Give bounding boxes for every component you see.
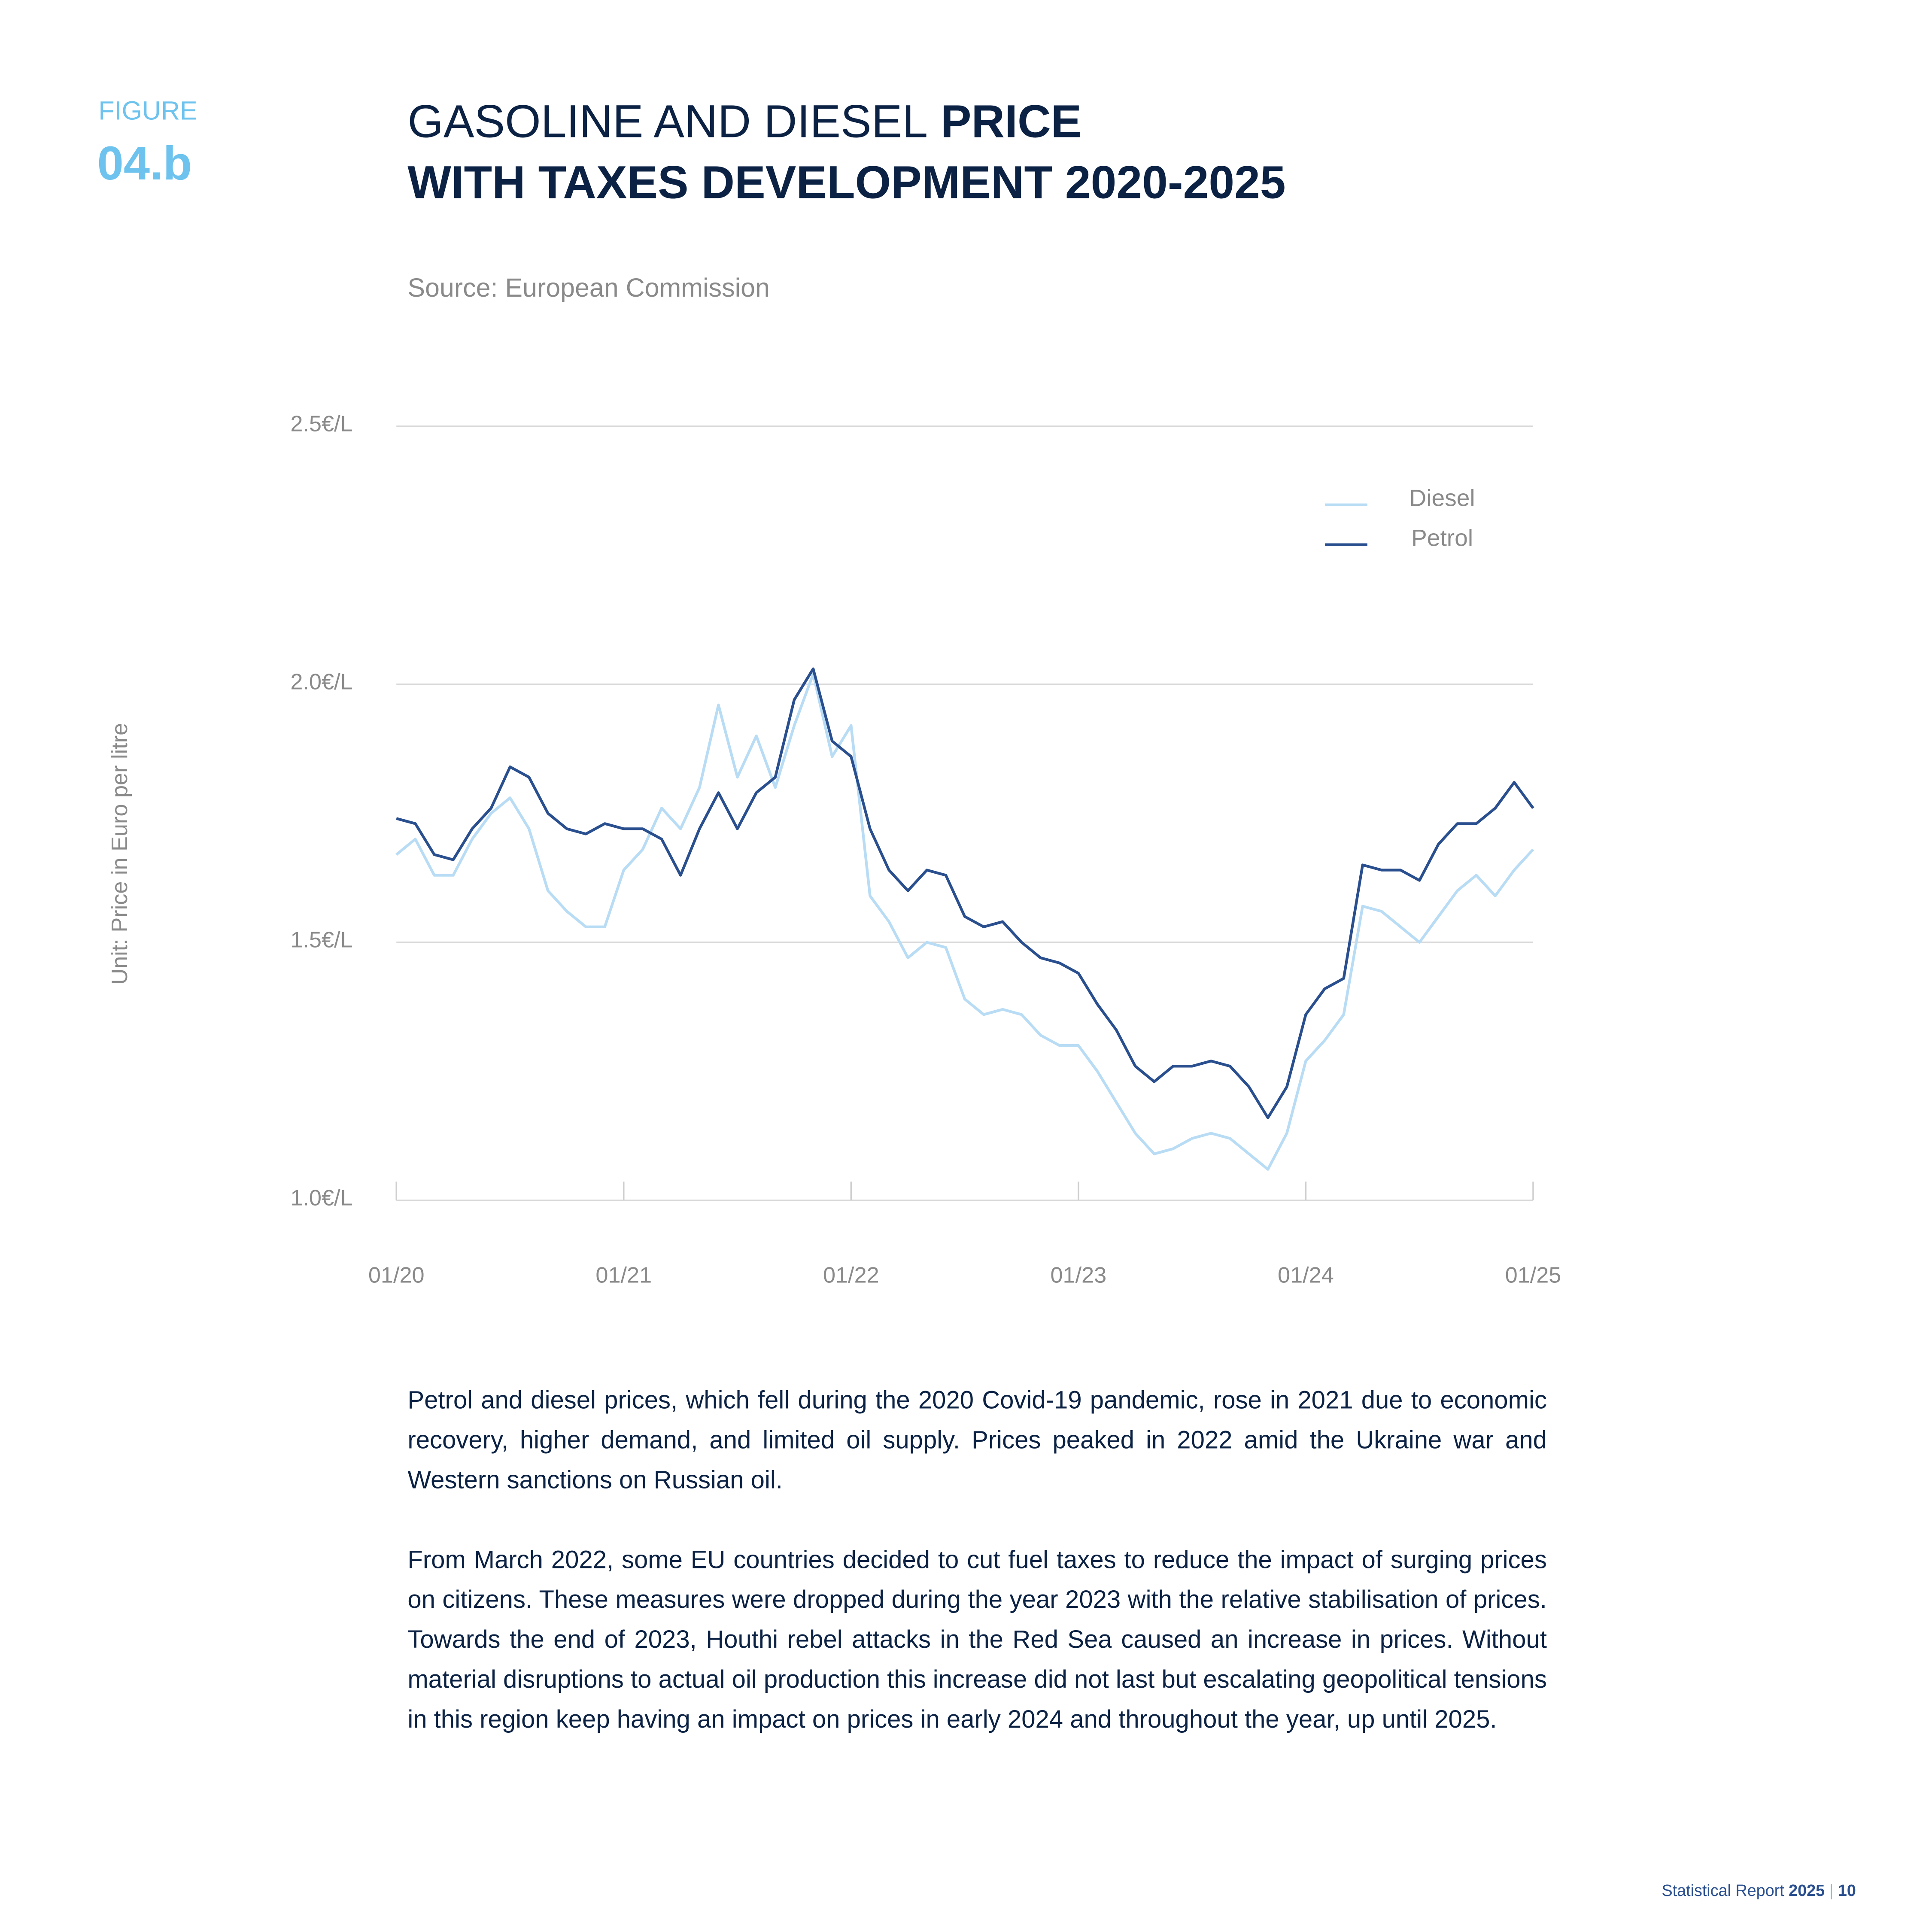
y-tick-label: 2.5€/L (290, 412, 352, 437)
y-axis-label: Unit: Price in Euro per litre (107, 723, 132, 985)
footer-separator: | (1829, 1881, 1834, 1899)
x-tick-label: 01/21 (595, 1263, 652, 1288)
x-tick-label: 01/24 (1278, 1263, 1334, 1288)
source: Source: European Commission (407, 273, 770, 302)
paragraph: Petrol and diesel prices, which fell dur… (407, 1387, 1547, 1495)
paragraph: From March 2022, some EU countries decid… (407, 1546, 1547, 1734)
title-line-2: WITH TAXES DEVELOPMENT 2020-2025 (407, 157, 1285, 208)
y-tick-label: 1.5€/L (290, 927, 352, 952)
y-tick-label: 1.0€/L (290, 1185, 352, 1210)
figure-label: FIGURE (98, 96, 197, 125)
footer-year: 2025 (1789, 1881, 1825, 1899)
title-light: GASOLINE AND DIESEL (407, 95, 928, 147)
legend-label: Diesel (1409, 485, 1475, 511)
title: GASOLINE AND DIESEL PRICE (407, 95, 1081, 147)
x-tick-label: 01/20 (368, 1263, 425, 1288)
series-line (395, 672, 1534, 1171)
figure-number: 04.b (97, 137, 192, 190)
footer-report: Statistical Report (1662, 1881, 1784, 1899)
x-tick-label: 01/23 (1050, 1263, 1106, 1288)
series-line (396, 667, 1534, 1119)
footer: Statistical Report 2025 | 10 (1662, 1881, 1856, 1899)
x-tick-label: 01/22 (823, 1263, 879, 1288)
x-tick-label: 01/25 (1505, 1263, 1561, 1288)
title-bold: PRICE (941, 95, 1081, 147)
footer-page: 10 (1838, 1881, 1856, 1899)
y-tick-label: 2.0€/L (290, 669, 352, 694)
legend-label: Petrol (1411, 525, 1473, 551)
